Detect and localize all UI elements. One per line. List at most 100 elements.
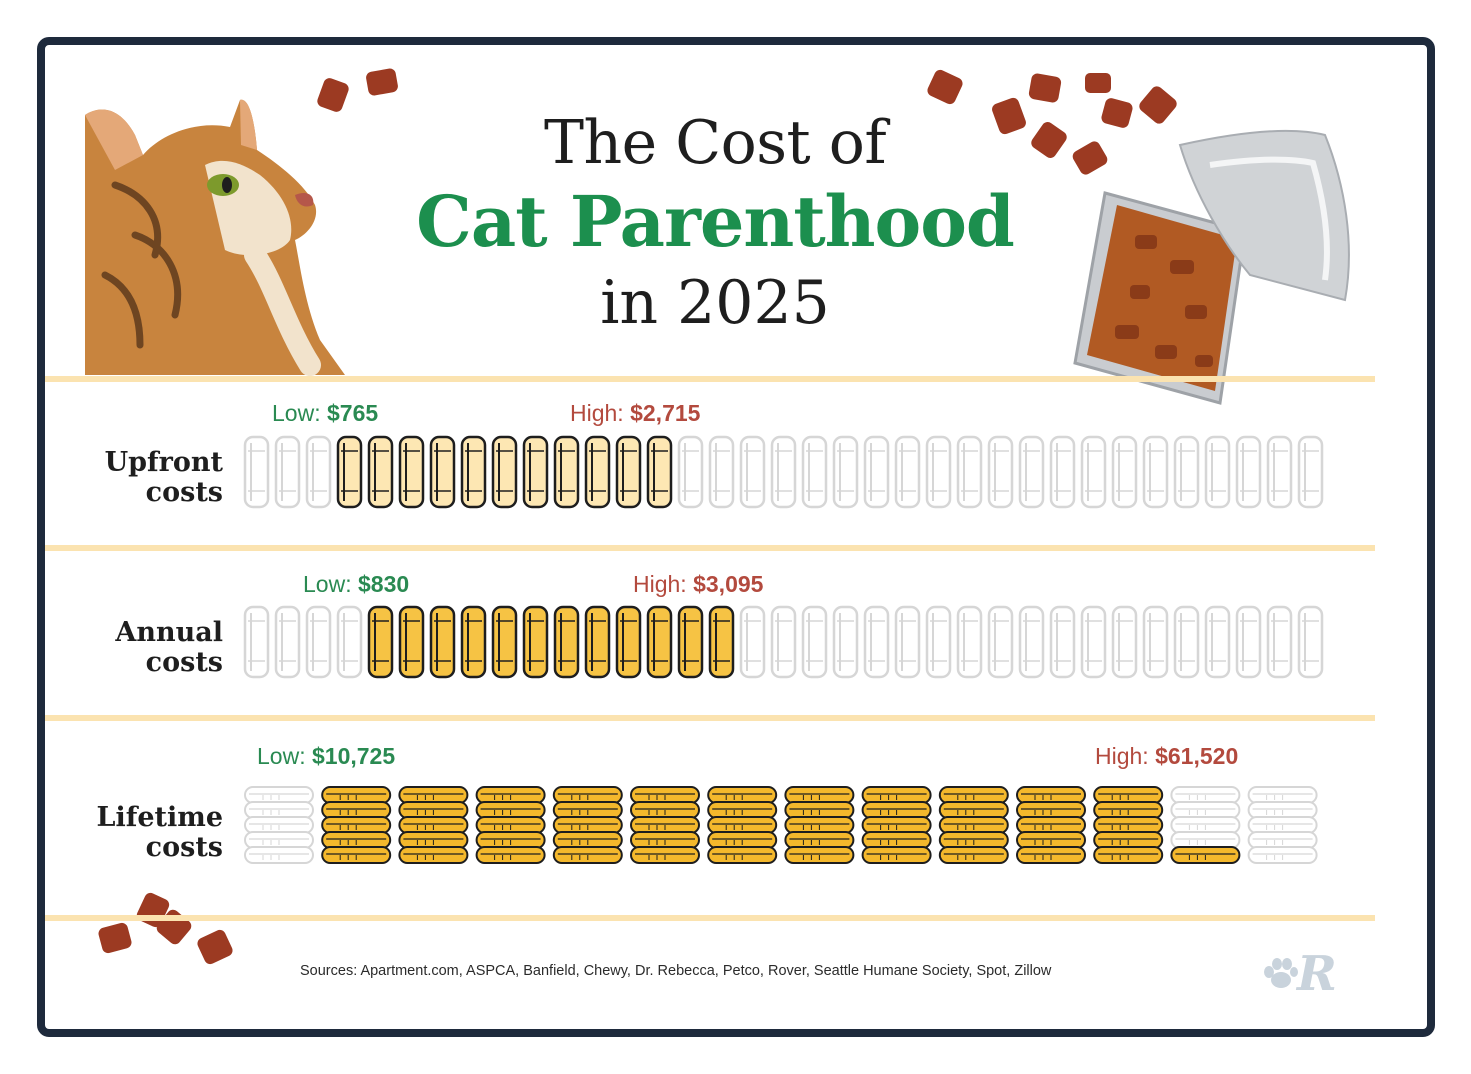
annual-can-icon-10-filled [522,605,549,679]
upfront-can-icon-8-filled [460,435,487,509]
upfront-can-icon-18-empty [770,435,797,509]
upfront-can-icon-3-empty [305,435,332,509]
upfront-can-icon-4-filled [336,435,363,509]
cat-illustration [85,99,345,376]
upfront-can-icon-5-filled [367,435,394,509]
annual-can-icon-16-filled [708,605,735,679]
lifetime-coin-stack-icon-5-filled [552,786,623,864]
lifetime-coin-stack-icon-11-filled [1016,786,1086,864]
lifetime-high-label: High: $61,520 [1095,743,1238,770]
lifetime-coin-stack-icon-1-empty [244,786,314,864]
upfront-can-icon-12-filled [584,435,611,509]
upfront-can-icon-6-filled [398,435,425,509]
annual-can-icon-35-empty [1297,605,1324,679]
upfront-can-icon-9-filled [491,435,518,509]
upfront-can-icon-7-filled [429,435,456,509]
upfront-can-icon-32-empty [1204,435,1231,509]
high-value: $3,095 [693,571,764,597]
upfront-can-icon-30-empty [1142,435,1169,509]
upfront-can-icon-25-empty [987,435,1014,509]
upfront-can-icon-24-empty [956,435,983,509]
annual-can-icon-21-empty [863,605,890,679]
low-prefix: Low: [257,743,306,769]
low-value: $10,725 [311,743,396,769]
annual-can-icon-15-filled [677,605,704,679]
upfront-can-icon-19-empty [801,435,828,509]
annual-can-icon-33-empty [1235,605,1262,679]
annual-can-icon-6-filled [398,605,425,679]
annual-can-icon-3-empty [305,605,332,679]
upfront-can-icon-1-empty [243,435,270,509]
lifetime-coin-stack-icon-14-empty [1247,786,1318,864]
infographic-frame: The Cost of Cat Parenthood in 2025 Upfro… [37,37,1435,1037]
annual-can-icon-5-filled [367,605,394,679]
annual-can-icon-24-empty [956,605,983,679]
annual-low-label: Low: $830 [303,571,409,598]
annual-can-icon-18-empty [770,605,797,679]
low-prefix: Low: [272,400,321,426]
upfront-can-icon-14-filled [646,435,673,509]
row-label-line-1: Annual [115,617,223,648]
upfront-can-icon-23-empty [925,435,952,509]
row-label-line-2: costs [145,832,223,863]
lifetime-coin-stack-icon-8-filled [784,786,855,864]
high-prefix: High: [1095,743,1149,769]
annual-can-icon-22-empty [894,605,921,679]
annual-can-icon-1-empty [243,605,270,679]
lifetime-coin-stack-icon-13-partial [1170,786,1241,864]
title-block: The Cost of Cat Parenthood in 2025 [345,105,1085,343]
upfront-can-icon-2-empty [274,435,301,509]
lifetime-coin-stack-icon-7-filled [707,786,778,864]
upfront-can-icon-11-filled [553,435,580,509]
upfront-can-icon-13-filled [615,435,642,509]
upfront-can-icon-35-empty [1297,435,1324,509]
annual-can-icon-34-empty [1266,605,1293,679]
upfront-can-icon-34-empty [1266,435,1293,509]
row-label-line-2: costs [145,477,223,508]
annual-can-icon-12-filled [584,605,611,679]
title-line-1: The Cost of [543,108,887,178]
food-tray-illustration [1073,129,1350,405]
lifetime-coin-stack-icon-4-filled [475,786,546,864]
upfront-can-icon-22-empty [894,435,921,509]
annual-high-label: High: $3,095 [633,571,763,598]
title-line-3: in 2025 [600,268,830,338]
upfront-can-icon-16-empty [708,435,735,509]
divider-2 [45,545,1375,551]
divider-3 [45,715,1375,721]
title-line-2: Cat Parenthood [416,180,1015,263]
lifetime-coin-stack-icon-9-filled [861,786,932,864]
annual-can-icon-2-empty [274,605,301,679]
annual-can-icon-13-filled [615,605,642,679]
high-prefix: High: [633,571,687,597]
sources-text: Sources: Apartment.com, ASPCA, Banfield,… [300,963,1052,979]
row-label-annual: Annual costs [85,618,223,678]
annual-can-icon-8-filled [460,605,487,679]
annual-can-icon-20-empty [832,605,859,679]
annual-can-icon-17-empty [739,605,766,679]
upfront-can-icon-31-empty [1173,435,1200,509]
high-prefix: High: [570,400,624,426]
annual-can-icon-27-empty [1049,605,1076,679]
low-value: $765 [326,400,379,426]
row-label-upfront: Upfront costs [85,448,223,508]
row-label-line-2: costs [145,647,223,678]
annual-can-icon-32-empty [1204,605,1231,679]
annual-can-icon-30-empty [1142,605,1169,679]
high-value: $61,520 [1155,743,1239,769]
upfront-can-icon-17-empty [739,435,766,509]
annual-can-icon-14-filled [646,605,673,679]
row-label-lifetime: Lifetime costs [85,803,223,863]
annual-can-icon-7-filled [429,605,456,679]
annual-can-icon-11-filled [553,605,580,679]
annual-can-icon-4-empty [336,605,363,679]
annual-can-icon-28-empty [1080,605,1107,679]
row-label-line-1: Lifetime [96,802,223,833]
divider-4 [45,915,1375,921]
lifetime-coin-stack-icon-2-filled [321,786,392,864]
annual-can-icon-25-empty [987,605,1014,679]
row-label-line-1: Upfront [104,447,223,478]
upfront-can-icon-21-empty [863,435,890,509]
cost-pictogram-chart [243,435,1324,864]
upfront-can-icon-20-empty [832,435,859,509]
